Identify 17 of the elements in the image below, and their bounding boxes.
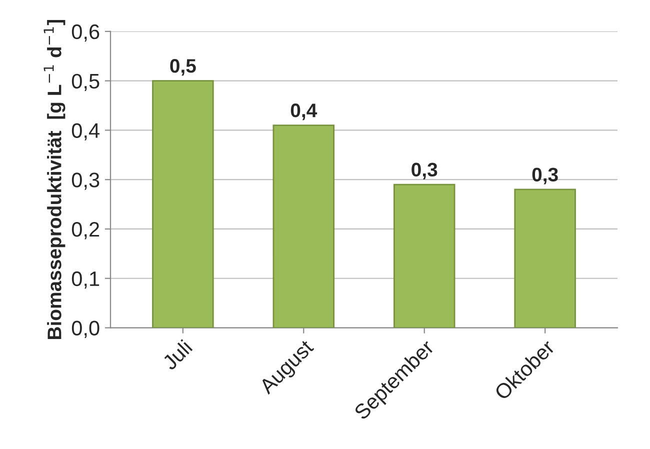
y-tick-label: 0,1 [72, 271, 100, 289]
y-tick-label: 0,4 [72, 123, 100, 140]
data-label: 0,3 [532, 168, 558, 184]
y-tick-label: 0,5 [72, 74, 100, 92]
data-label: 0,3 [412, 162, 438, 180]
bar [393, 184, 456, 328]
data-label: 0,5 [170, 59, 196, 76]
x-tick-label: Juli [161, 339, 193, 371]
y-tick-label: 0,0 [72, 320, 100, 338]
y-tick-label: 0,3 [72, 172, 100, 190]
data-label: 0,4 [290, 103, 318, 120]
y-tick-label: 0,6 [72, 24, 100, 42]
y-tick-label: 0,2 [72, 222, 100, 240]
bar [272, 124, 335, 328]
y-axis-title: Biomasseproduktivität [g L$^{−1}$ d$^{−1}$] [44, 20, 66, 340]
bar [152, 80, 214, 328]
bar [514, 188, 576, 328]
